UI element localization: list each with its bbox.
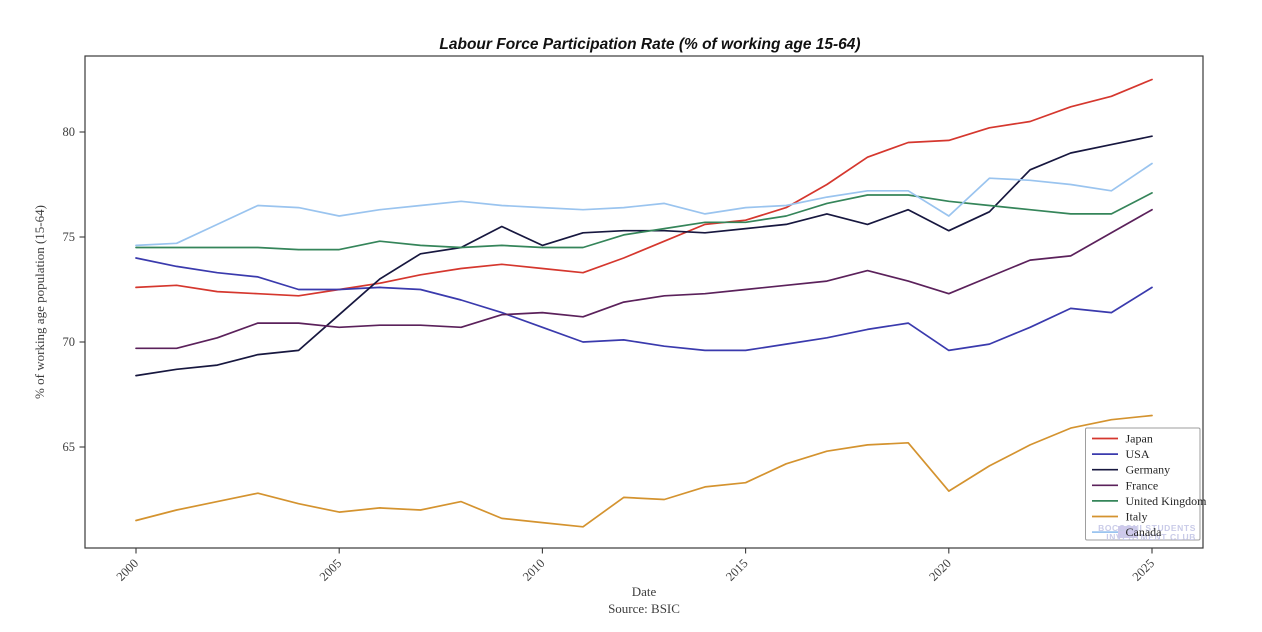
legend-box: BOCCONI STUDENTS INVESTMENT CLUB JapanUS… <box>1085 427 1208 542</box>
series-line-canada <box>135 162 1153 247</box>
x-tick-label: 2005 <box>317 556 345 584</box>
watermark-logo-icon <box>1118 526 1137 538</box>
plot-frame <box>84 55 1204 549</box>
legend-frame <box>1085 427 1201 541</box>
y-tick-label: 80 <box>63 125 76 139</box>
legend-label-japan: Japan <box>1126 432 1153 446</box>
plot-area <box>135 78 1153 528</box>
chart-title: Labour Force Participation Rate (% of wo… <box>439 36 860 53</box>
series-line-united-kingdom <box>135 192 1153 251</box>
legend-label-canada: Canada <box>1126 525 1163 539</box>
x-tick-label: 2020 <box>926 556 954 584</box>
x-tick-label: 2025 <box>1130 556 1158 584</box>
watermark-line1: BOCCONI STUDENTS <box>1098 523 1196 533</box>
watermark-line2: INVESTMENT CLUB <box>1106 532 1196 542</box>
x-tick-label: 2010 <box>520 556 548 584</box>
y-tick-label: 70 <box>63 335 76 349</box>
x-axis-title: Date <box>632 584 657 599</box>
y-axis-title: % of working age population (15-64) <box>32 205 47 399</box>
legend-label-usa: USA <box>1126 447 1150 461</box>
y-tick-label: 75 <box>63 230 76 244</box>
series-line-italy <box>135 414 1153 528</box>
x-tick-label: 2015 <box>723 556 751 584</box>
legend-label-germany: Germany <box>1126 463 1171 477</box>
series-line-france <box>135 208 1153 350</box>
series-line-japan <box>135 78 1153 297</box>
legend-label-united-kingdom: United Kingdom <box>1126 494 1208 508</box>
series-line-usa <box>135 257 1153 352</box>
y-tick-label: 65 <box>63 440 76 454</box>
x-tick-label: 2000 <box>114 556 142 584</box>
series-line-germany <box>135 135 1153 377</box>
y-axis-ticks: 65 70 75 80 <box>63 125 85 454</box>
legend-label-italy: Italy <box>1126 510 1148 524</box>
watermark: BOCCONI STUDENTS INVESTMENT CLUB <box>1098 523 1196 542</box>
legend-label-france: France <box>1126 478 1159 492</box>
source-caption: Source: BSIC <box>608 601 680 616</box>
x-axis-ticks: 2000 2005 2010 2015 2020 2025 <box>114 548 1158 584</box>
